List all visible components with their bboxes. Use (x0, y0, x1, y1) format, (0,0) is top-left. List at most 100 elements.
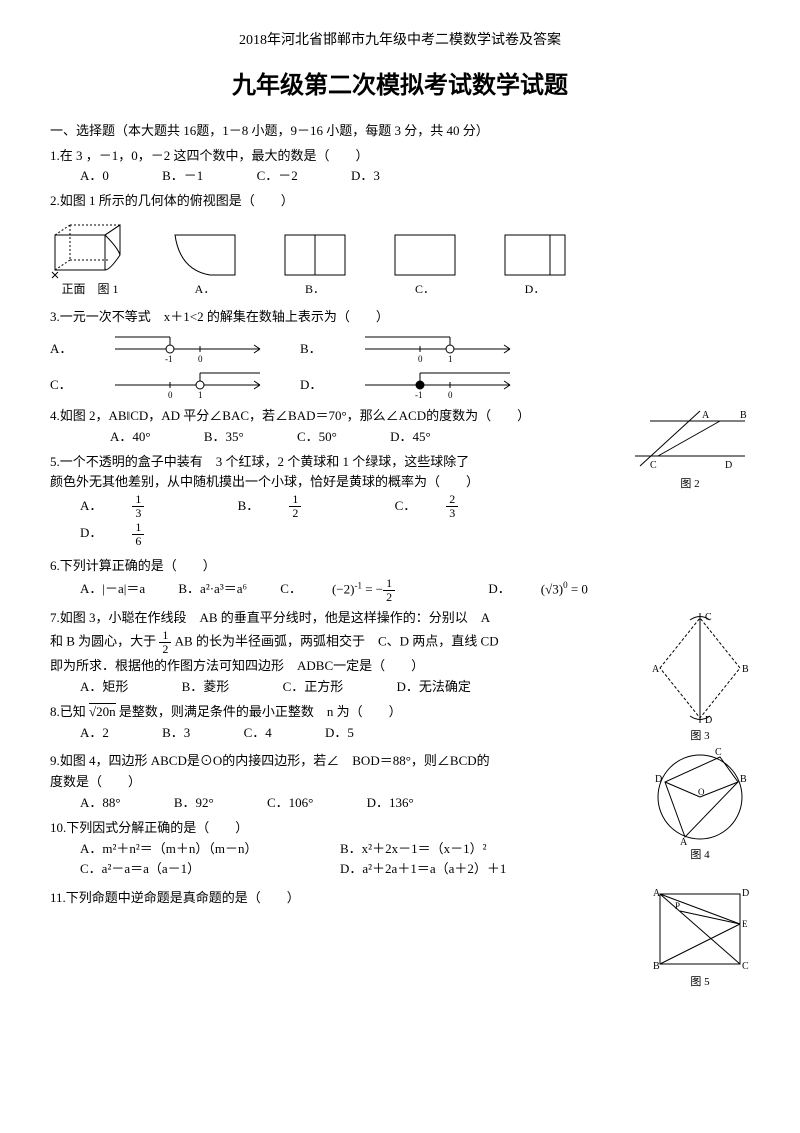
q1-options: A．0 B．－1 C．－2 D．3 (50, 166, 750, 187)
question-7: 7.如图 3，小聪在作线段 AB 的垂直平分线时，他是这样操作的：分别以 A 和… (50, 608, 750, 698)
q1-text: 1.在 3 ，－1，0，－2 这四个数中，最大的数是（ ） (50, 146, 750, 167)
question-2: 2.如图 1 所示的几何体的俯视图是（ ） 正面 图 1 A． (50, 191, 750, 299)
q8-text: 8.已知 √20n 是整数，则满足条件的最小正整数 n 为（ ） (50, 702, 750, 723)
q6-a: A．|－a|＝a (80, 579, 145, 600)
q7-t2: 和 B 为圆心，大于 12 AB 的长为半径画弧，两弧相交于 C、D 两点，直线… (50, 629, 750, 656)
q7-t4: 即为所求．根据他的作图方法可知四边形 ADBC一定是（ ） (50, 656, 750, 677)
q2-c-label: C． (390, 280, 460, 299)
section-1-header: 一、选择题（本大题共 16题，1－8 小题，9－16 小题，每题 3 分，共 4… (50, 121, 750, 142)
q2-opt-a-fig: A． (170, 230, 240, 299)
q5-text1: 5.一个不透明的盒子中装有 3 个红球，2 个黄球和 1 个绿球，这些球除了 (50, 452, 750, 473)
q8-c: C．4 (244, 723, 272, 744)
q2-d-label: D． (500, 280, 570, 299)
question-1: 1.在 3 ，－1，0，－2 这四个数中，最大的数是（ ） A．0 B．－1 C… (50, 146, 750, 188)
numline-c-icon: 0 1 (110, 370, 270, 400)
q5-text2: 颜色外无其他差别，从中随机摸出一个小球，恰好是黄球的概率为（ ） (50, 472, 750, 493)
q5-b: B．12 (238, 493, 362, 520)
q9-d: D．136° (367, 793, 414, 814)
q2-fig-label: 正面 图 1 (50, 280, 130, 299)
q9-options: A．88° B．92° C．106° D．136° (50, 793, 750, 814)
q1-opt-a: A．0 (80, 166, 109, 187)
q8-options: A．2 B．3 C．4 D．5 (50, 723, 750, 744)
q10-d: D．a²＋2a＋1＝a（a＋2）＋1 (340, 859, 506, 880)
q9-b: B．92° (174, 793, 214, 814)
q10-b: B．x²＋2x－1＝（x－1）² (340, 839, 486, 860)
q10-c: C．a²－a＝a（a－1） (80, 859, 340, 880)
q6-options: A．|－a|＝a B．a²·a³＝a⁶ C．(−2)-1 = −12 D．(√3… (50, 577, 750, 604)
q4-text: 4.如图 2，AB‖CD，AD 平分∠BAC，若∠BAD＝70°，那么∠ACD的… (50, 406, 750, 427)
q6-b: B．a²·a³＝a⁶ (178, 579, 247, 600)
q2-a-label: A． (170, 280, 240, 299)
shape-c-icon (390, 230, 460, 280)
q10-text: 10.下列因式分解正确的是（ ） (50, 818, 750, 839)
q3-row2: C． 0 1 D． -1 0 (50, 370, 750, 400)
q3-row1: A． -1 0 B． 0 1 (50, 334, 750, 364)
q3-a-label: A． (50, 339, 80, 360)
q9-a: A．88° (80, 793, 121, 814)
shape-d-icon (500, 230, 570, 280)
q7-options: A．矩形 B．菱形 C．正方形 D．无法确定 (50, 677, 750, 698)
question-10: 10.下列因式分解正确的是（ ） A．m²＋n²＝（m＋n）（m－n） B．x²… (50, 818, 750, 880)
svg-text:-1: -1 (165, 354, 173, 364)
q8-a: A．2 (80, 723, 109, 744)
q5-d: D．16 (80, 521, 204, 548)
question-5: 5.一个不透明的盒子中装有 3 个红球，2 个黄球和 1 个绿球，这些球除了 颜… (50, 452, 750, 548)
q8-b: B．3 (162, 723, 190, 744)
svg-text:C: C (742, 961, 749, 972)
svg-text:1: 1 (448, 354, 453, 364)
fig5-label: 图 5 (650, 974, 750, 992)
svg-text:B: B (653, 961, 660, 972)
q3-text: 3.一元一次不等式 x＋1<2 的解集在数轴上表示为（ ） (50, 307, 750, 328)
svg-text:0: 0 (168, 390, 173, 400)
q7-c: C．正方形 (283, 677, 344, 698)
q9-t2: 度数是（ ） (50, 772, 750, 793)
q2-opt-d-fig: D． (500, 230, 570, 299)
svg-text:0: 0 (448, 390, 453, 400)
q6-d: D．(√3)0 = 0 (488, 578, 588, 600)
q10-a: A．m²＋n²＝（m＋n）（m－n） (80, 839, 340, 860)
solid-icon (50, 220, 130, 280)
q10-options: A．m²＋n²＝（m＋n）（m－n） B．x²＋2x－1＝（x－1）² C．a²… (50, 839, 750, 881)
q4-d: D．45° (390, 427, 431, 448)
q3-d-label: D． (300, 375, 330, 396)
q3-b-label: B． (300, 339, 330, 360)
q2-text: 2.如图 1 所示的几何体的俯视图是（ ） (50, 191, 750, 212)
numline-b-icon: 0 1 (360, 334, 520, 364)
doc-header: 2018年河北省邯郸市九年级中考二模数学试卷及答案 (50, 30, 750, 52)
q6-text: 6.下列计算正确的是（ ） (50, 556, 750, 577)
q11-text: 11.下列命题中逆命题是真命题的是（ ） (50, 888, 750, 909)
q7-b: B．菱形 (182, 677, 230, 698)
shape-a-icon (170, 230, 240, 280)
question-4: 4.如图 2，AB‖CD，AD 平分∠BAC，若∠BAD＝70°，那么∠ACD的… (50, 406, 750, 448)
q2-opt-c-fig: C． (390, 230, 460, 299)
q4-c: C．50° (297, 427, 337, 448)
q2-b-label: B． (280, 280, 350, 299)
q7-d: D．无法确定 (396, 677, 470, 698)
q6-c: C．(−2)-1 = −12 (280, 577, 455, 604)
q8-d: D．5 (325, 723, 354, 744)
svg-text:E: E (742, 919, 748, 929)
q5-a: A．13 (80, 493, 204, 520)
q5-options: A．13 B．12 C．23 D．16 (50, 493, 750, 548)
question-6: 6.下列计算正确的是（ ） A．|－a|＝a B．a²·a³＝a⁶ C．(−2)… (50, 556, 750, 604)
svg-text:-1: -1 (415, 390, 423, 400)
q7-t1: 7.如图 3，小聪在作线段 AB 的垂直平分线时，他是这样操作的：分别以 A (50, 608, 750, 629)
q3-c-label: C． (50, 375, 80, 396)
q2-opt-b-fig: B． (280, 230, 350, 299)
question-3: 3.一元一次不等式 x＋1<2 的解集在数轴上表示为（ ） A． -1 0 B．… (50, 307, 750, 400)
q2-figure-row: 正面 图 1 A． B． C． D． (50, 220, 750, 299)
svg-text:0: 0 (198, 354, 203, 364)
svg-text:1: 1 (198, 390, 203, 400)
q4-options: A．40° B．35° C．50° D．45° (50, 427, 750, 448)
question-11: 11.下列命题中逆命题是真命题的是（ ） (50, 888, 750, 909)
shape-b-icon (280, 230, 350, 280)
question-9: 9.如图 4，四边形 ABCD是⊙O的内接四边形，若∠ BOD＝88°，则∠BC… (50, 751, 750, 813)
q7-a: A．矩形 (80, 677, 128, 698)
numline-d-icon: -1 0 (360, 370, 520, 400)
q2-solid-fig: 正面 图 1 (50, 220, 130, 299)
q5-c: C．23 (395, 493, 519, 520)
question-8: 8.已知 √20n 是整数，则满足条件的最小正整数 n 为（ ） A．2 B．3… (50, 702, 750, 744)
numline-a-icon: -1 0 (110, 334, 270, 364)
q1-opt-d: D．3 (351, 166, 380, 187)
q9-c: C．106° (267, 793, 313, 814)
